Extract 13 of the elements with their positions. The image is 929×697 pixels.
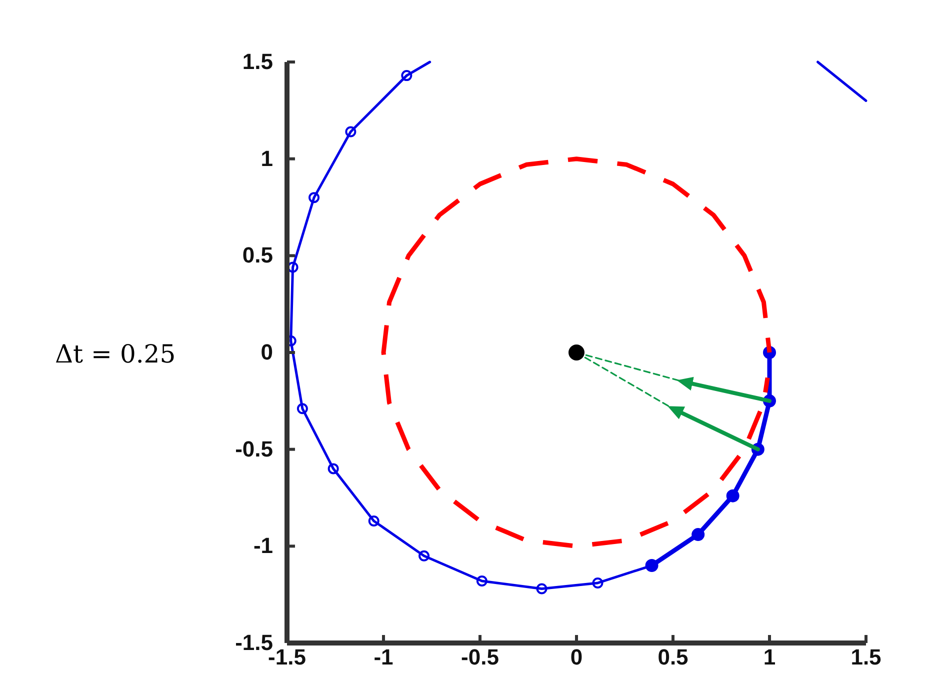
text: Δt = 0.25 (55, 340, 176, 368)
x-tick-label: -1 (374, 644, 394, 670)
y-tick-label: 0 (260, 340, 273, 365)
x-tick-label: 0.5 (658, 644, 688, 670)
x-tick-label: 1.5 (850, 644, 882, 670)
x-tick-label: 0 (570, 644, 583, 670)
x-tick-label: -0.5 (461, 644, 499, 670)
y-tick-label: 1.5 (242, 49, 273, 74)
y-tick-label: 0.5 (242, 242, 273, 268)
y-tick-label: -0.5 (235, 436, 273, 462)
x-tick-label: 1 (763, 644, 776, 670)
y-tick-label: 1 (260, 146, 273, 171)
y-tick-label: -1 (253, 533, 273, 558)
